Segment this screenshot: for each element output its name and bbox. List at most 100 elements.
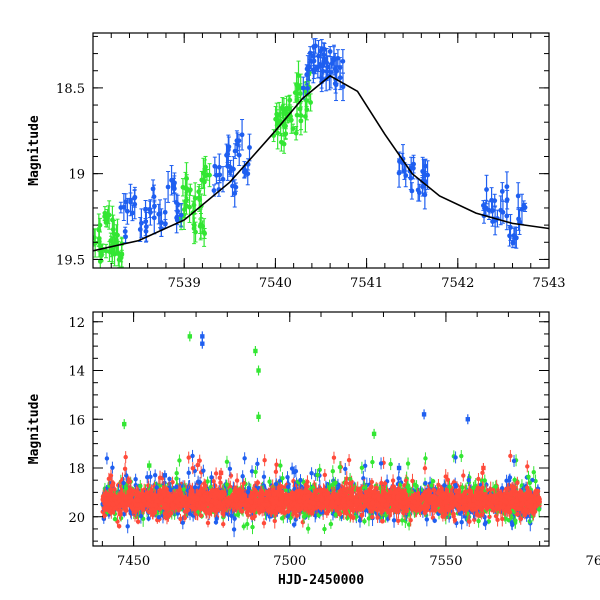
data-point [119, 252, 125, 258]
y-tick-label: 19.5 [56, 253, 85, 268]
data-point [178, 516, 183, 522]
data-point [123, 199, 129, 205]
data-point [292, 90, 298, 96]
data-point [487, 514, 492, 520]
data-point [128, 199, 133, 205]
data-point [287, 97, 293, 103]
x-tick-label: 7540 [259, 276, 292, 291]
data-point [504, 184, 510, 190]
data-point [443, 474, 448, 479]
data-point [459, 520, 464, 525]
data-point [510, 240, 516, 246]
data-point [203, 164, 208, 170]
data-point [138, 513, 144, 519]
data-point [157, 483, 163, 488]
data-point [324, 60, 330, 66]
data-point [187, 204, 192, 210]
data-point [396, 476, 401, 481]
data-point [103, 220, 109, 225]
data-point [148, 210, 153, 215]
data-point [132, 195, 137, 201]
data-point [173, 199, 179, 205]
x-tick-label: 7541 [350, 276, 383, 291]
data-point [152, 473, 158, 478]
data-point [306, 64, 312, 70]
y-tick-label: 18.5 [56, 82, 85, 97]
data-point [247, 145, 252, 150]
x-tick-label: 7542 [441, 276, 474, 291]
data-point [234, 478, 240, 483]
data-point [106, 212, 112, 218]
plot-frame [92, 32, 550, 269]
data-point [327, 484, 332, 490]
data-point [504, 213, 510, 219]
data-point [174, 217, 180, 223]
data-point [170, 479, 175, 485]
data-point [272, 518, 277, 524]
data-point [110, 217, 115, 223]
data-point [232, 148, 238, 154]
data-point [390, 478, 396, 483]
data-point [472, 517, 477, 522]
data-point [192, 195, 198, 201]
data-point [221, 521, 226, 527]
data-point [93, 235, 97, 241]
data-point [216, 164, 222, 170]
data-point [162, 209, 168, 215]
data-point [334, 68, 340, 74]
data-point [143, 224, 149, 230]
data-point [230, 183, 235, 189]
data-point [236, 152, 242, 158]
data-point [484, 187, 489, 192]
top-panel: 7539 7540 7541 7542 7543 18.5 19 19.5 Magnitude [27, 32, 566, 291]
data-point [196, 189, 202, 195]
data-point [304, 72, 310, 78]
data-point [110, 227, 116, 232]
data-point [96, 239, 102, 244]
data-point [515, 193, 521, 199]
data-point [261, 521, 267, 526]
data-point [138, 220, 144, 226]
data-point [165, 184, 171, 190]
data-point [211, 188, 217, 193]
data-point [403, 173, 409, 178]
data-point [311, 58, 317, 64]
data-point [107, 249, 112, 254]
data-point [146, 516, 151, 521]
data-point [116, 524, 122, 529]
data-point [423, 480, 428, 486]
data-point [460, 485, 465, 490]
data-point [116, 257, 122, 263]
data-point [220, 176, 226, 182]
data-point [490, 207, 495, 213]
data-point [410, 478, 415, 484]
data-point [445, 477, 451, 483]
data-point [512, 234, 518, 240]
data-point [143, 219, 149, 225]
data-point [320, 68, 326, 74]
data-point [304, 107, 310, 113]
data-point [187, 187, 193, 193]
data-point [115, 232, 120, 238]
data-point [328, 69, 334, 75]
data-point [396, 170, 402, 176]
data-point [420, 168, 426, 174]
y-axis-label: Magnitude [27, 115, 42, 186]
data-point [241, 169, 247, 175]
data-point [361, 476, 366, 481]
data-point [327, 49, 333, 54]
model-curve [93, 74, 549, 252]
data-point [102, 210, 108, 216]
data-point [408, 175, 414, 181]
data-point [530, 477, 535, 483]
data-point [225, 147, 231, 153]
data-point [399, 518, 405, 523]
data-point [229, 513, 234, 519]
data-point [130, 210, 135, 216]
data-point [498, 207, 504, 213]
data-point [202, 231, 208, 236]
data-point [267, 479, 272, 484]
data-point [207, 172, 212, 178]
data-point [499, 188, 505, 194]
